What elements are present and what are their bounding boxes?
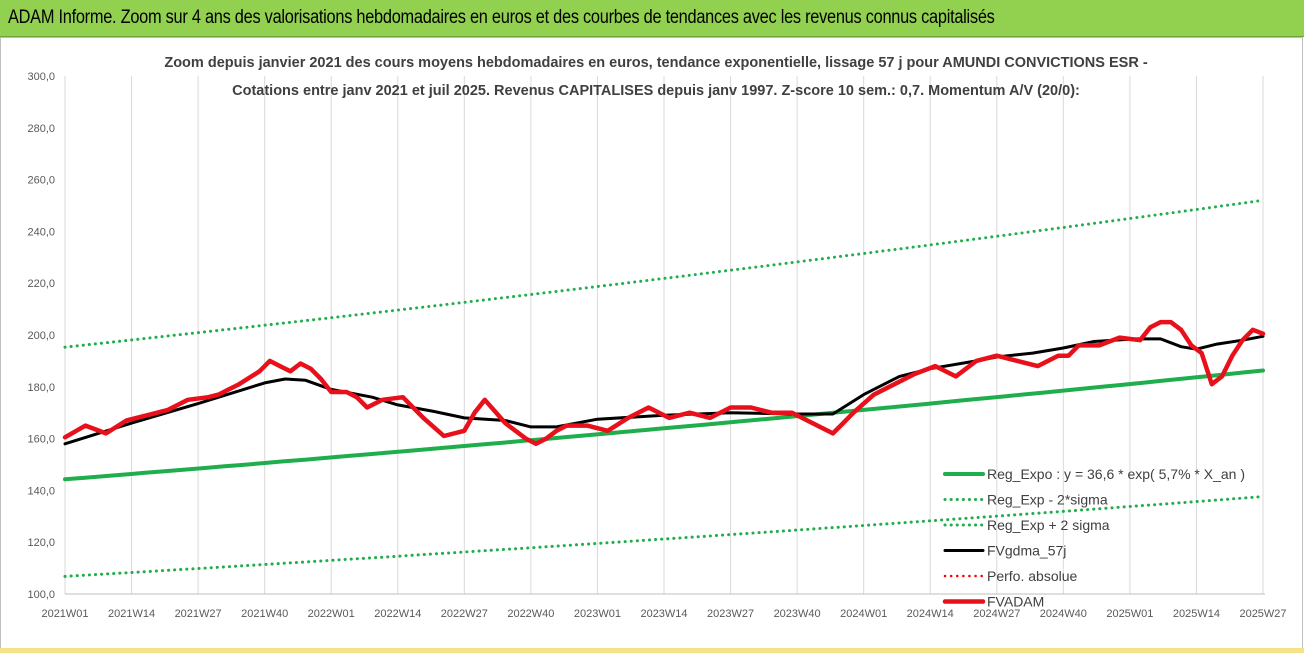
y-axis-ticks: 100,0 120,0 140,0 160,0 180,0 200,0 220,0 240,0…	[27, 71, 55, 601]
x-tick-label: 2024W40	[1040, 608, 1087, 620]
chart-svg: Zoom depuis janvier 2021 des cours moyen…	[27, 55, 1286, 620]
x-tick-label: 2021W14	[108, 608, 155, 620]
x-tick-label: 2022W01	[308, 608, 355, 620]
x-tick-label: 2022W27	[441, 608, 488, 620]
chart-frame: Zoom depuis janvier 2021 des cours moyen…	[0, 37, 1303, 650]
legend-label: FVADAM	[987, 594, 1044, 610]
legend: Reg_Expo : y = 36,6 * exp( 5,7% * X_an )…	[942, 466, 1245, 610]
chart-title: Zoom depuis janvier 2021 des cours moyen…	[164, 55, 1147, 71]
y-tick-label: 140,0	[27, 485, 55, 497]
x-tick-label: 2024W01	[840, 608, 887, 620]
x-tick-label: 2021W01	[41, 608, 88, 620]
y-tick-label: 180,0	[27, 382, 55, 394]
y-tick-label: 160,0	[27, 434, 55, 446]
x-axis-ticks: 2021W01 2021W14 2021W27 2021W40 2022W01 2022W…	[41, 608, 1286, 620]
x-tick-label: 2024W27	[973, 608, 1020, 620]
x-tick-label: 2023W40	[774, 608, 821, 620]
legend-label: Reg_Exp - 2*sigma	[987, 492, 1108, 508]
reg-exp-minus-2sigma-line	[63, 495, 1265, 578]
y-tick-label: 280,0	[27, 123, 55, 135]
y-tick-label: 220,0	[27, 278, 55, 290]
bottom-strip	[0, 648, 1304, 653]
x-tick-label: 2022W40	[507, 608, 554, 620]
page-title: ADAM Informe. Zoom sur 4 ans des valoris…	[8, 7, 995, 28]
chart-subtitle: Cotations entre janv 2021 et juil 2025. …	[232, 83, 1080, 99]
grid-lines	[64, 76, 1264, 594]
header-banner: ADAM Informe. Zoom sur 4 ans des valoris…	[0, 0, 1304, 37]
fvgdma-57j-line	[63, 334, 1265, 446]
y-tick-label: 260,0	[27, 175, 55, 187]
x-tick-label: 2021W27	[175, 608, 222, 620]
x-tick-label: 2023W27	[707, 608, 754, 620]
legend-label: Reg_Exp + 2 sigma	[987, 517, 1110, 533]
reg-expo-line	[63, 368, 1265, 482]
legend-label: FVgdma_57j	[987, 543, 1066, 559]
y-tick-label: 240,0	[27, 226, 55, 238]
y-tick-label: 120,0	[27, 537, 55, 549]
x-tick-label: 2024W14	[907, 608, 954, 620]
x-tick-label: 2025W14	[1173, 608, 1220, 620]
y-tick-label: 300,0	[27, 71, 55, 83]
legend-label: Perfo. absolue	[987, 568, 1077, 584]
x-tick-label: 2021W40	[241, 608, 288, 620]
y-tick-label: 200,0	[27, 330, 55, 342]
reg-exp-plus-2sigma-line	[63, 198, 1265, 349]
x-tick-label: 2025W27	[1239, 608, 1286, 620]
fvadam-line	[62, 319, 1266, 447]
x-tick-label: 2025W01	[1106, 608, 1153, 620]
x-tick-label: 2023W01	[574, 608, 621, 620]
legend-label: Reg_Expo : y = 36,6 * exp( 5,7% * X_an )	[987, 466, 1245, 482]
x-tick-label: 2022W14	[374, 608, 421, 620]
y-tick-label: 100,0	[27, 589, 55, 601]
x-tick-label: 2023W14	[640, 608, 687, 620]
series-lines	[62, 198, 1266, 578]
